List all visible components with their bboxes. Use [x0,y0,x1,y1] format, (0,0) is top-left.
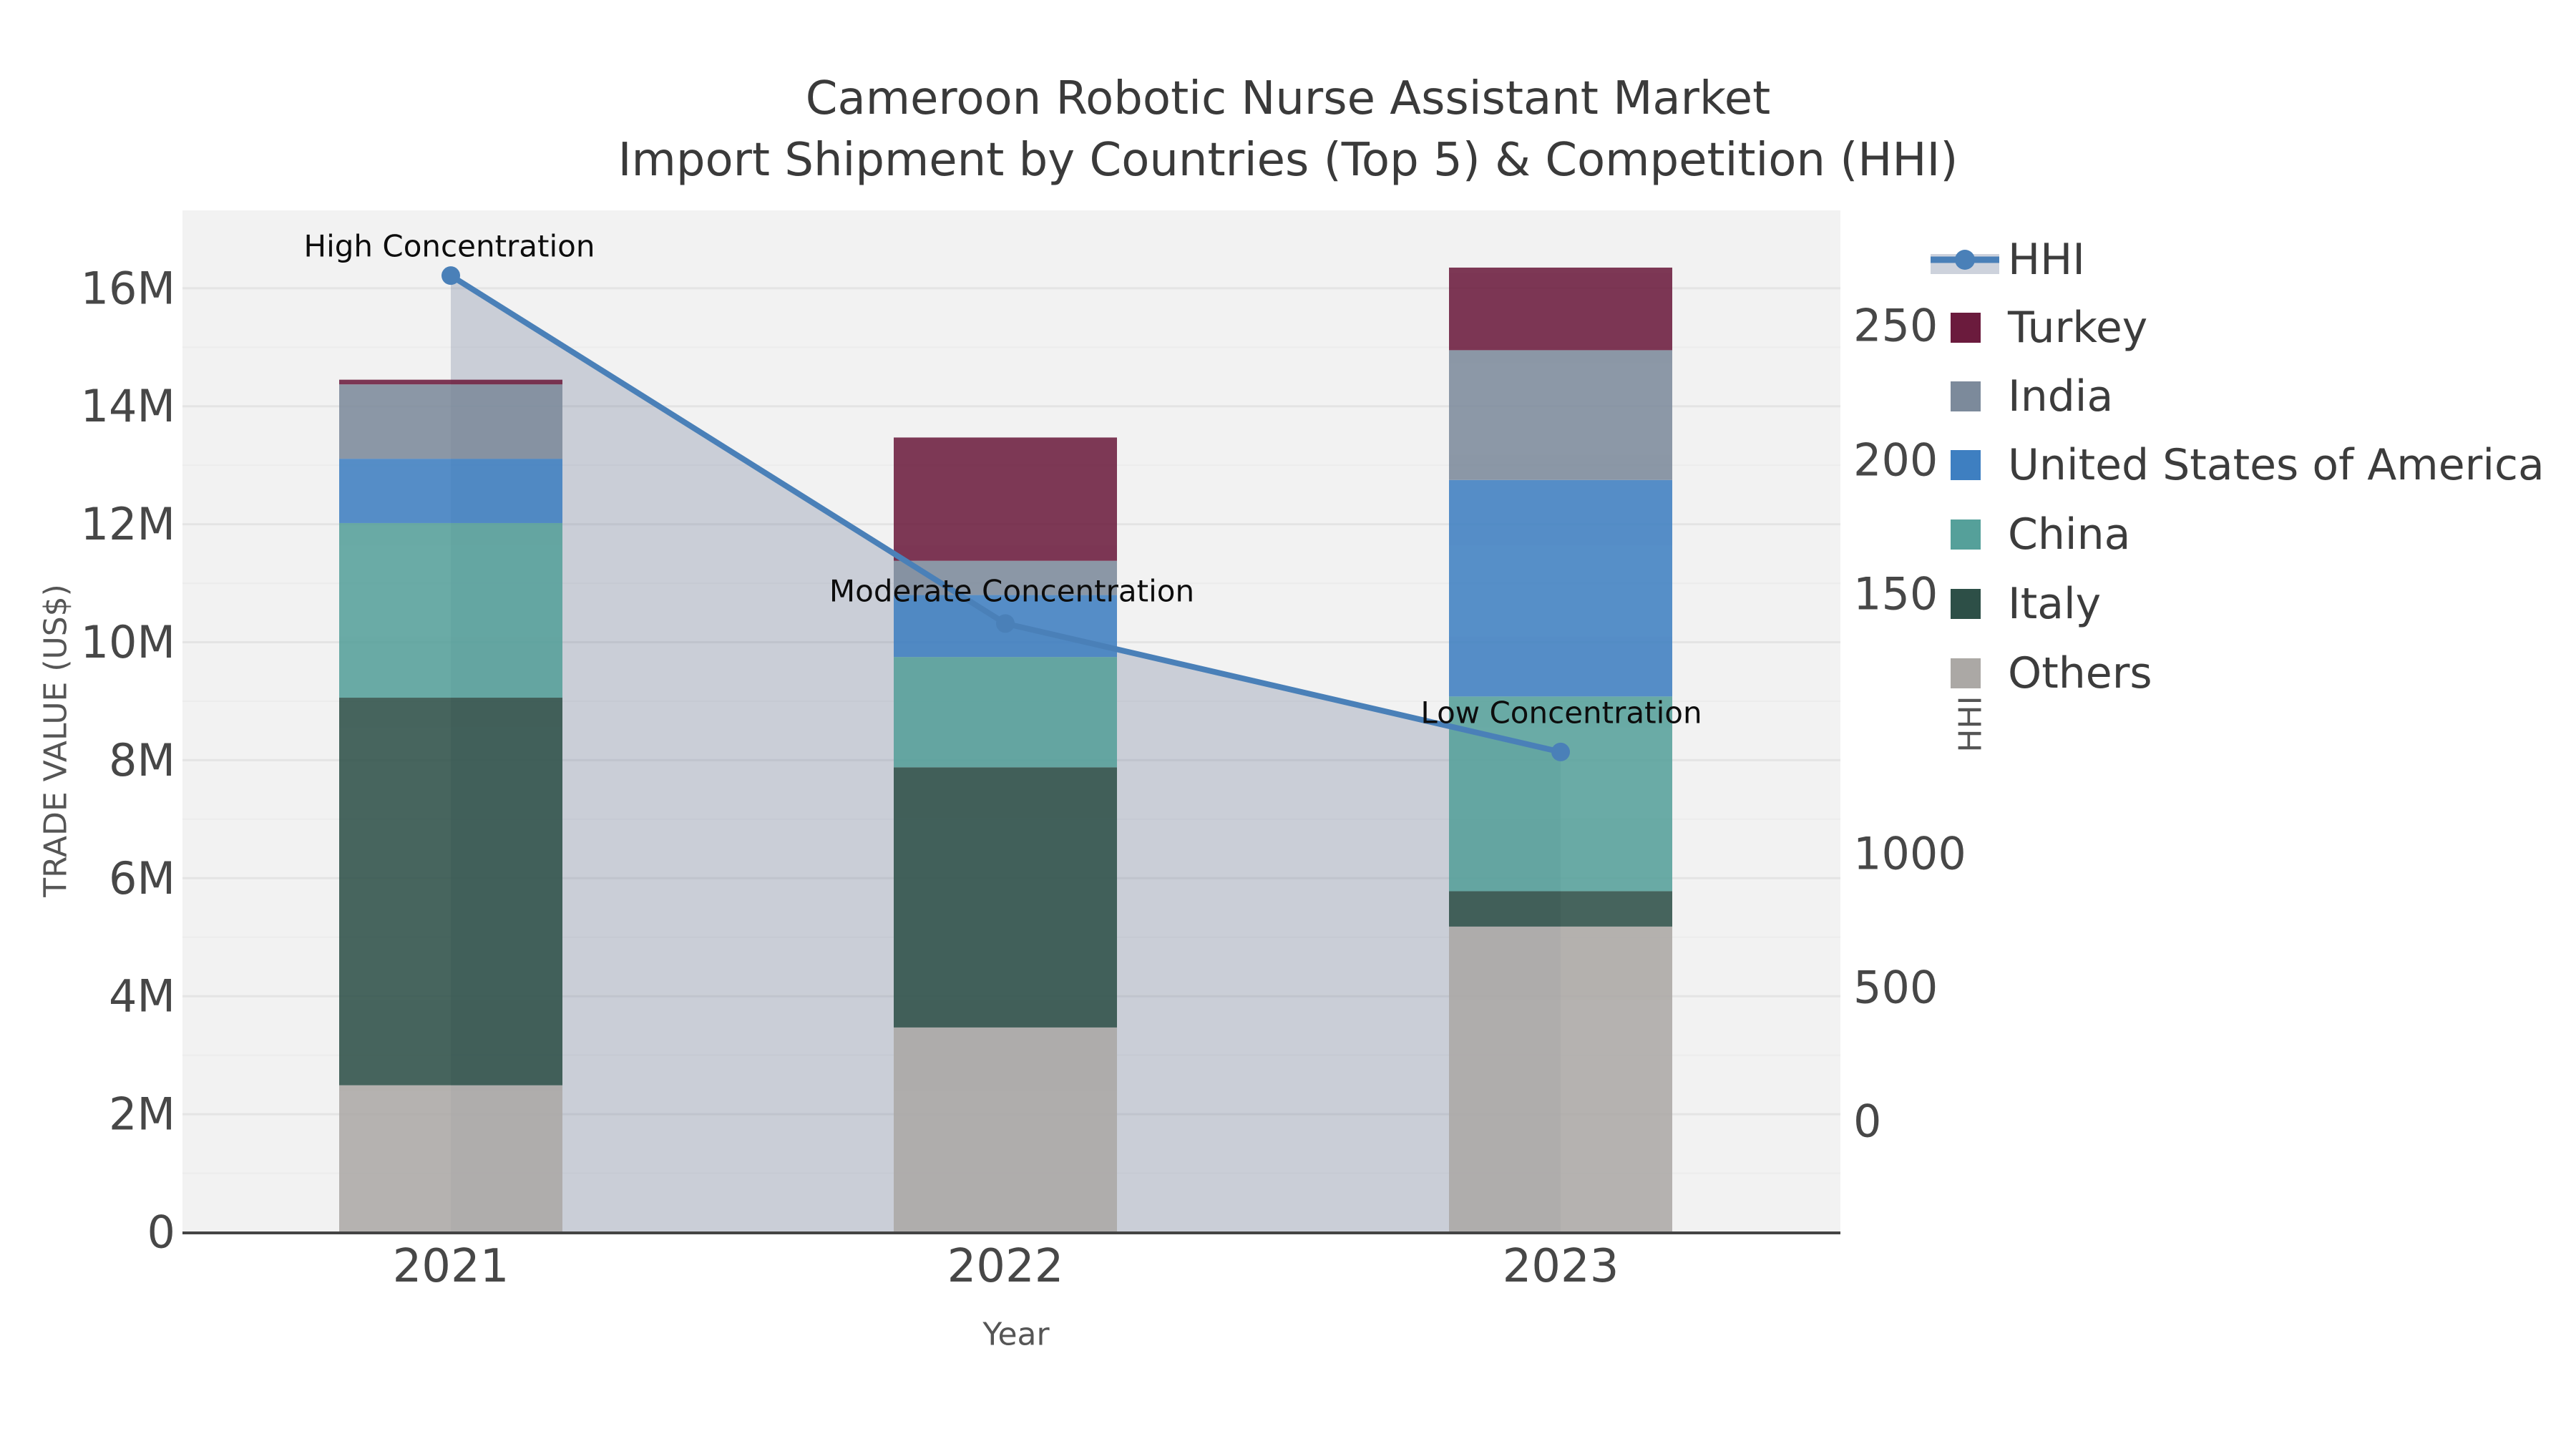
legend: HHI Turkey India United States of America Ch… [1931,235,2545,698]
legend-item-india[interactable]: India [1951,371,2113,421]
bar-segment-china[interactable] [894,657,1117,768]
bar-2022 [894,437,1117,1232]
bar-segment-italy[interactable] [894,767,1117,1028]
hhi-marker-2022[interactable] [996,614,1015,633]
legend-item-hhi[interactable]: HHI [1931,235,2085,285]
left-tick-label: 16M [81,262,175,314]
bar-segment-italy[interactable] [339,698,562,1085]
bar-segment-italy[interactable] [1449,891,1672,927]
bar-segment-turkey[interactable] [1449,267,1672,351]
left-axis-ticks: 0 2M 4M 6M 8M 10M 12M 14M 16M [81,262,175,1258]
y-axis-left-title: TRADE VALUE (US$) [38,584,74,898]
left-tick-label: 10M [81,616,175,668]
left-tick-label: 8M [109,734,175,786]
right-tick-label: 250 [1853,300,1938,352]
left-tick-label: 0 [147,1206,175,1259]
legend-label: HHI [2008,235,2085,285]
legend-swatch [1951,589,1981,619]
x-tick-label-2023: 2023 [1503,1240,1619,1293]
right-tick-label: 500 [1853,962,1938,1014]
left-tick-label: 14M [81,380,175,432]
bar-segment-china[interactable] [1449,696,1672,892]
bar-segment-others[interactable] [339,1085,562,1232]
legend-label: Turkey [2007,303,2147,353]
legend-label: Italy [2008,579,2101,629]
legend-swatch [1951,313,1981,343]
bar-segment-india[interactable] [1449,350,1672,480]
bar-segment-united-states-of-america[interactable] [1449,479,1672,697]
legend-item-italy[interactable]: Italy [1951,579,2101,629]
left-tick-label: 6M [109,852,175,904]
bars-group [339,267,1672,1232]
chart-title-line1: Cameroon Robotic Nurse Assistant Market [805,72,1771,125]
bar-2021 [339,379,562,1232]
legend-item-others[interactable]: Others [1951,648,2152,698]
right-axis-ticks: 250 200 150 1000 500 0 [1853,300,1966,1148]
legend-swatch [1951,381,1981,411]
legend-swatch [1951,450,1981,480]
bar-segment-turkey[interactable] [339,379,562,385]
bar-segment-others[interactable] [1449,926,1672,1232]
x-axis-title: Year [982,1317,1050,1353]
x-tick-label-2022: 2022 [947,1240,1064,1293]
right-tick-label: 200 [1853,434,1938,487]
right-tick-label: 1000 [1853,828,1966,880]
bar-segment-china[interactable] [339,522,562,698]
annotation-moderate-concentration: Moderate Concentration [829,574,1194,609]
bar-segment-others[interactable] [894,1027,1117,1232]
legend-item-turkey[interactable]: Turkey [1951,303,2147,353]
legend-label: Others [2008,648,2152,698]
annotation-low-concentration: Low Concentration [1420,696,1702,731]
hhi-marker-2023[interactable] [1551,742,1570,761]
bar-2023 [1449,267,1672,1232]
bar-segment-turkey[interactable] [894,437,1117,561]
bar-segment-united-states-of-america[interactable] [339,459,562,523]
y-axis-right-title: HHI [1953,696,1989,752]
right-tick-label: 0 [1853,1096,1881,1148]
x-tick-label-2021: 2021 [393,1240,509,1293]
left-tick-label: 4M [109,970,175,1023]
legend-swatch [1951,658,1981,688]
legend-item-china[interactable]: China [1951,509,2130,560]
hhi-marker-2021[interactable] [441,266,460,286]
left-tick-label: 12M [81,498,175,550]
chart-title-line2: Import Shipment by Countries (Top 5) & C… [618,134,1958,187]
legend-label: India [2008,371,2113,421]
legend-swatch [1951,519,1981,550]
right-tick-label: 150 [1853,568,1938,620]
annotation-high-concentration: High Concentration [304,229,595,264]
legend-label: United States of America [2008,440,2545,490]
x-axis-ticks: 2021 2022 2023 [393,1240,1619,1293]
bar-segment-india[interactable] [339,384,562,459]
left-tick-label: 2M [109,1088,175,1141]
legend-item-united-states-of-america[interactable]: United States of America [1951,440,2545,490]
legend-label: China [2008,509,2130,560]
legend-hhi-marker-sample [1955,250,1975,270]
